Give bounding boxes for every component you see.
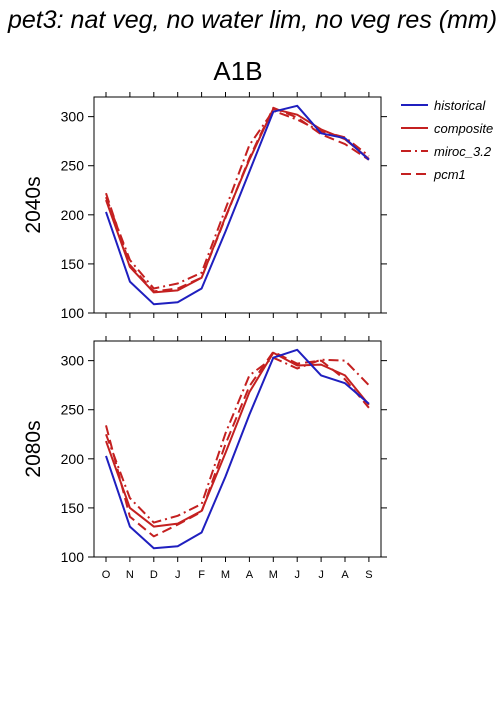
series-line-pcm1 — [105, 350, 370, 538]
series-line-miroc_3.2 — [105, 109, 370, 290]
plot-frame — [93, 340, 382, 558]
legend-label-miroc_3.2: miroc_3.2 — [434, 144, 492, 159]
x-tick-label: J — [294, 569, 300, 581]
x-tick-label: A — [246, 569, 254, 581]
y-tick-label: 300 — [61, 109, 85, 125]
y-tick-label: 200 — [61, 451, 85, 467]
y-tick-label: 100 — [61, 549, 85, 565]
x-tick-label: J — [175, 569, 181, 581]
x-tick-label: N — [126, 569, 134, 581]
x-tick-label: J — [318, 569, 324, 581]
row-label-2040s: 2040s — [22, 176, 45, 233]
series-line-composite — [105, 351, 370, 528]
legend-label-pcm1: pcm1 — [433, 167, 466, 182]
y-tick-label: 250 — [61, 402, 85, 418]
legend-label-historical: historical — [434, 98, 486, 113]
y-tick-label: 150 — [61, 256, 85, 272]
plot-frame — [93, 96, 382, 314]
y-tick-label: 150 — [61, 500, 85, 516]
panel-2080s: 100 150 200 250 300 O N D J F M A M J J A S 2080s — [22, 336, 387, 581]
scenario-label: A1B — [213, 56, 262, 86]
series-line-pcm1 — [105, 106, 370, 293]
legend: historical composite miroc_3.2 pcm1 — [401, 98, 493, 182]
x-tick-label: F — [198, 569, 205, 581]
x-tick-label: M — [269, 569, 278, 581]
y-tick-label: 200 — [61, 207, 85, 223]
x-tick-label: O — [102, 569, 111, 581]
x-tick-label: S — [365, 569, 372, 581]
panel-2040s: 100 150 200 250 300 2040s — [22, 92, 387, 321]
y-tick-label: 250 — [61, 158, 85, 174]
figure-title: pet3: nat veg, no water lim, no veg res … — [7, 6, 497, 34]
series-line-miroc_3.2 — [105, 356, 370, 524]
series-line-historical — [105, 348, 370, 550]
y-tick-label: 100 — [61, 305, 85, 321]
x-tick-label: M — [221, 569, 230, 581]
y-tick-label: 300 — [61, 353, 85, 369]
x-tick-label: D — [150, 569, 158, 581]
legend-label-composite: composite — [434, 121, 493, 136]
panels: 100 150 200 250 300 2040s 100 150 200 250 300 O N D J F… — [22, 92, 387, 581]
row-label-2080s: 2080s — [22, 420, 45, 477]
x-tick-label: A — [341, 569, 349, 581]
series-line-historical — [105, 104, 370, 306]
